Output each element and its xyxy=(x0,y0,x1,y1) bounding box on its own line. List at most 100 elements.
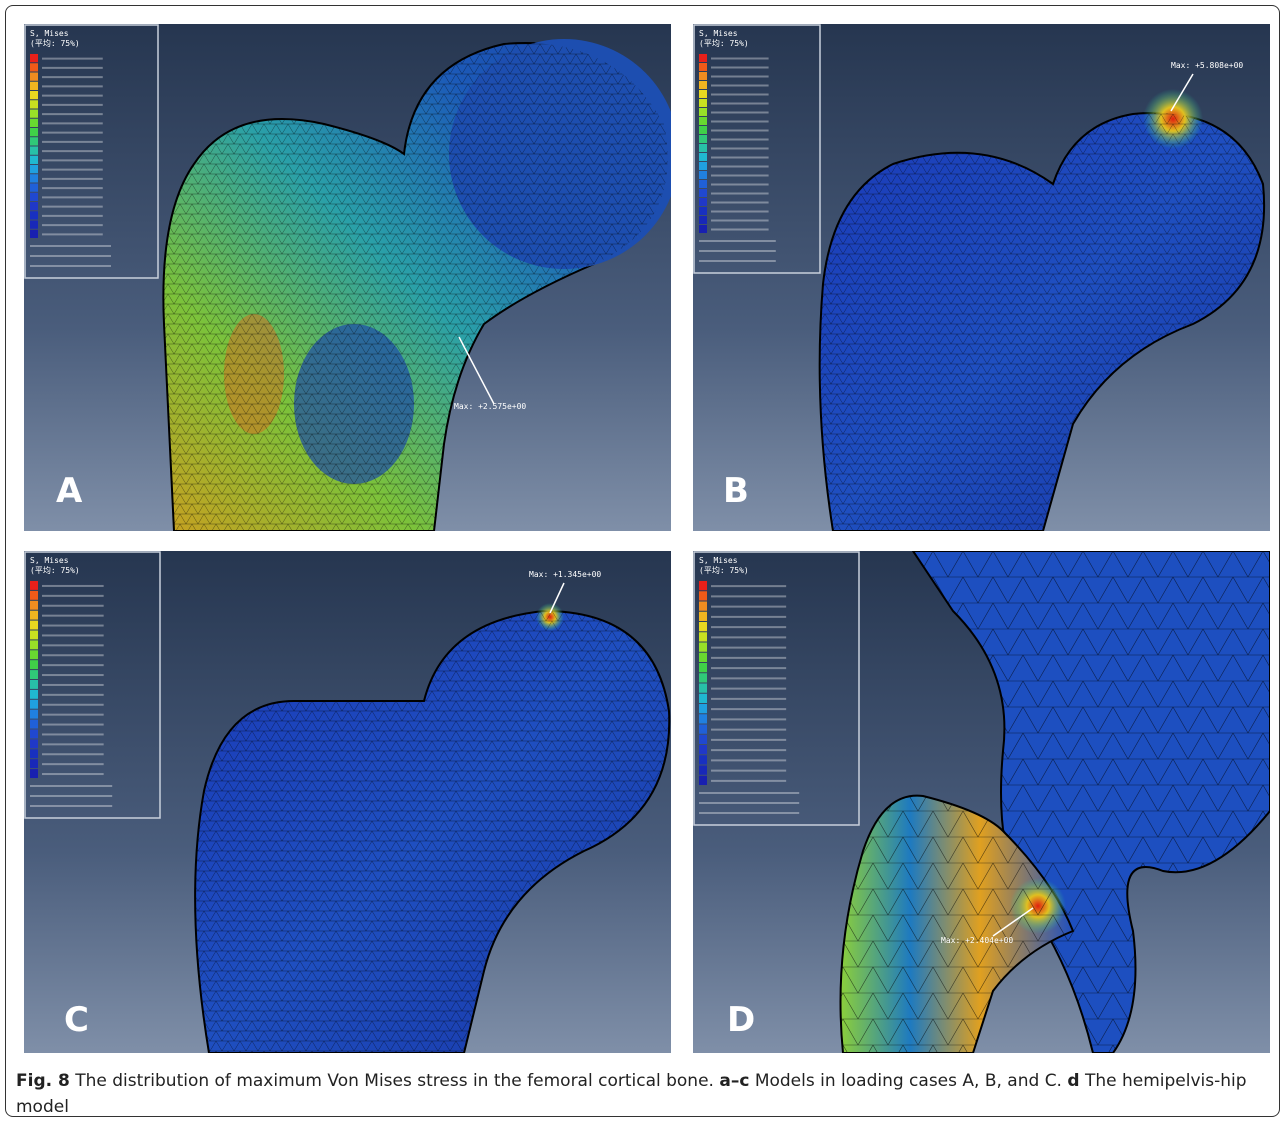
legend-tick xyxy=(42,141,103,143)
legend-info xyxy=(30,795,112,797)
legend-swatch xyxy=(30,230,38,238)
legend-tick xyxy=(42,625,104,627)
legend-info xyxy=(699,250,776,252)
legend-tick xyxy=(42,67,103,69)
legend-swatch xyxy=(30,710,38,719)
legend-tick xyxy=(711,175,769,177)
legend-tick xyxy=(711,708,786,710)
legend-tick xyxy=(42,724,104,726)
panel-c: Max: +1.345e+00 S, Mises(平均: 75%) C xyxy=(24,551,671,1053)
legend-tick xyxy=(42,743,104,745)
legend-subtitle: (平均: 75%) xyxy=(699,38,749,48)
legend-swatch xyxy=(30,63,38,71)
max-label: Max: +5.808e+00 xyxy=(1171,61,1243,70)
legend-tick xyxy=(42,132,103,134)
panel-label: C xyxy=(64,1000,89,1040)
legend-swatch xyxy=(699,663,707,672)
legend-tick xyxy=(42,85,103,87)
legend-tick xyxy=(42,704,104,706)
legend-swatch xyxy=(30,193,38,201)
max-label: Max: +2.575e+00 xyxy=(454,402,526,411)
legend-tick xyxy=(42,773,104,775)
legend-swatch xyxy=(30,202,38,210)
legend-tick xyxy=(711,130,769,132)
legend-info xyxy=(30,255,111,257)
legend-tick xyxy=(42,215,103,217)
legend-swatch xyxy=(699,207,707,215)
legend-tick xyxy=(711,211,769,213)
legend-info xyxy=(699,792,799,794)
panel-label: D xyxy=(727,1000,755,1040)
legend-tick xyxy=(42,733,104,735)
panel-a: Max: +2.575e+00 S, Mises(平均: 75%) A xyxy=(24,24,671,531)
legend-tick xyxy=(711,121,769,123)
legend-swatch xyxy=(699,171,707,179)
legend-swatch xyxy=(30,110,38,118)
legend-swatch xyxy=(30,147,38,155)
legend-swatch xyxy=(30,700,38,709)
legend-tick xyxy=(42,233,103,235)
legend-tick xyxy=(42,634,104,636)
legend-tick xyxy=(42,159,103,161)
panel-d: Max: +2.404e+00 S, Mises(平均: 75%) D xyxy=(693,551,1270,1053)
legend-tick xyxy=(711,193,769,195)
legend-tick xyxy=(42,605,104,607)
caption-bold: d xyxy=(1067,1071,1079,1091)
legend-swatch xyxy=(699,135,707,143)
legend-swatch xyxy=(30,211,38,219)
legend-swatch xyxy=(699,735,707,744)
legend-tick xyxy=(711,739,786,741)
legend-tick xyxy=(42,654,104,656)
legend-swatch xyxy=(699,108,707,116)
legend-tick xyxy=(711,184,769,186)
legend-swatch xyxy=(699,684,707,693)
legend-subtitle: (平均: 75%) xyxy=(699,565,749,575)
legend-tick xyxy=(42,595,104,597)
legend-swatch xyxy=(699,90,707,98)
legend-tick xyxy=(711,76,769,78)
legend-tick xyxy=(711,166,769,168)
legend-swatch xyxy=(30,119,38,127)
legend-tick xyxy=(42,122,103,124)
legend-tick xyxy=(42,664,104,666)
legend-tick xyxy=(42,150,103,152)
legend-tick xyxy=(711,616,786,618)
legend-swatch xyxy=(699,745,707,754)
legend-swatch xyxy=(699,591,707,600)
legend-title: S, Mises xyxy=(699,556,738,565)
legend-tick xyxy=(42,187,103,189)
legend-tick xyxy=(711,157,769,159)
legend-tick xyxy=(42,104,103,106)
max-label: Max: +1.345e+00 xyxy=(529,570,601,579)
legend-info xyxy=(699,812,799,814)
panel-image: Max: +5.808e+00 S, Mises(平均: 75%) B xyxy=(693,24,1270,531)
legend-swatch xyxy=(699,622,707,631)
legend-tick xyxy=(711,626,786,628)
legend-swatch xyxy=(699,766,707,775)
legend-tick xyxy=(42,224,103,226)
legend-tick xyxy=(42,196,103,198)
caption-label: Fig. 8 xyxy=(16,1071,70,1091)
legend-swatch xyxy=(30,690,38,699)
legend-tick xyxy=(42,684,104,686)
legend-swatch xyxy=(699,162,707,170)
legend-swatch xyxy=(699,653,707,662)
legend-tick xyxy=(42,58,103,60)
legend-swatch xyxy=(699,755,707,764)
legend-swatch xyxy=(30,221,38,229)
legend-swatch xyxy=(699,216,707,224)
legend-swatch xyxy=(699,612,707,621)
legend-swatch xyxy=(699,704,707,713)
legend-swatch xyxy=(30,670,38,679)
legend-title: S, Mises xyxy=(699,29,738,38)
legend-swatch xyxy=(699,602,707,611)
legend-tick xyxy=(711,647,786,649)
legend-tick xyxy=(711,220,769,222)
legend-tick xyxy=(42,694,104,696)
panel-label: A xyxy=(56,471,83,511)
legend-tick xyxy=(42,674,104,676)
legend-swatch xyxy=(30,100,38,108)
legend-swatch xyxy=(699,725,707,734)
legend-swatch xyxy=(699,694,707,703)
legend-swatch xyxy=(30,82,38,90)
